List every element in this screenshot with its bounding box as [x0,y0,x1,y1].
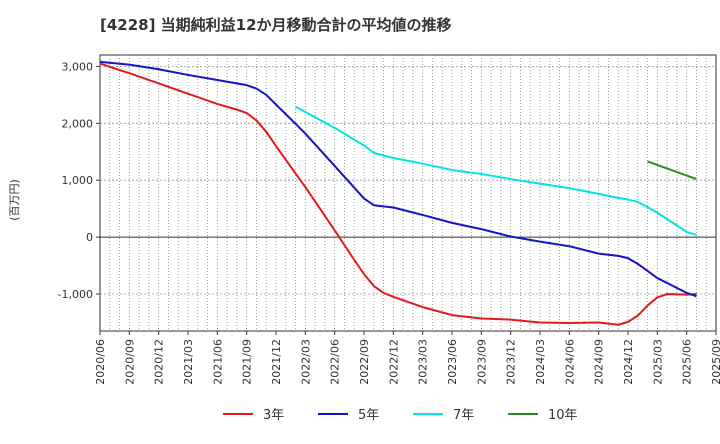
x-tick-label: 2020/06 [94,339,107,385]
x-tick-label: 2023/12 [505,339,518,385]
legend-label: 3年 [263,408,284,423]
y-tick-label: 3,000 [62,60,94,73]
legend-item: 5年 [318,408,379,423]
series-layer [99,60,697,326]
x-tick-label: 2025/06 [681,339,694,385]
x-tick-label: 2021/06 [211,339,224,385]
legend-item: 7年 [413,408,474,423]
legend-item: 10年 [508,408,578,423]
legend-label: 10年 [548,408,578,423]
x-tick-label: 2021/09 [241,339,254,385]
x-tick-label: 2023/03 [417,339,430,385]
x-tick-label: 2025/09 [710,339,720,385]
legend-label: 7年 [453,408,474,423]
x-tick-label: 2025/03 [651,339,664,385]
series-line-7年 [295,105,697,236]
chart-title: [4228] 当期純利益12か月移動合計の平均値の推移 [100,16,452,34]
grid [99,54,717,332]
x-tick-label: 2024/06 [563,339,576,385]
x-tick-label: 2024/03 [534,339,547,385]
series-line-10年 [647,160,697,181]
x-tick-label: 2020/09 [123,339,136,385]
series-line-5年 [99,60,697,298]
x-tick-label: 2024/12 [622,339,635,385]
y-axis-label: (百万円) [8,179,21,221]
x-tick-label: 2022/12 [387,339,400,385]
y-tick-label: 2,000 [62,117,94,130]
legend-item: 3年 [223,408,284,423]
x-tick-label: 2022/06 [329,339,342,385]
legend: 3年 5年 7年 10年 [223,408,578,423]
plot-frame [99,54,717,332]
x-tick-label: 2021/12 [270,339,283,385]
x-tick-label: 2023/06 [446,339,459,385]
x-tick-label: 2023/09 [475,339,488,385]
y-tick-label: -1,000 [58,288,93,301]
x-tick-label: 2022/09 [358,339,371,385]
y-tick-label: 1,000 [62,174,94,187]
series-line-3年 [99,62,697,326]
x-tick-label: 2024/09 [593,339,606,385]
x-tick-label: 2021/03 [182,339,195,385]
axes: 3,000 2,000 1,000 0 -1,000 2020/06 2020/09 2020… [58,60,720,384]
y-tick-label: 0 [86,231,93,244]
x-tick-label: 2022/03 [299,339,312,385]
legend-label: 5年 [358,408,379,423]
x-tick-label: 2020/12 [153,339,166,385]
